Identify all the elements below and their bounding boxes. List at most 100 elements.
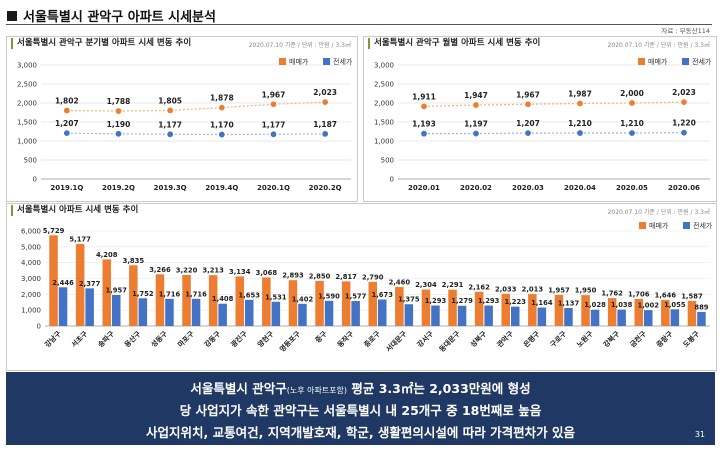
data-label: 1,190 <box>107 120 131 129</box>
x-tick-label: 2019.2Q <box>102 184 135 192</box>
data-point-jeonse <box>115 130 123 138</box>
data-label: 1,987 <box>568 89 592 98</box>
bar-jeonse <box>537 307 547 326</box>
bar-sale <box>75 244 85 326</box>
legend-sale-label: 매매가 <box>289 57 309 66</box>
legend-sale-label: 매매가 <box>648 57 668 66</box>
x-tick-label: 서대문구 <box>384 329 409 354</box>
series-line-sale <box>423 101 685 107</box>
data-label: 1,805 <box>158 96 182 105</box>
data-point-sale <box>218 104 226 112</box>
x-tick-label: 강서구 <box>415 329 435 349</box>
page-title: 서울특별시 관악구 아파트 시세분석 <box>7 6 216 25</box>
bar-sale-label: 2,304 <box>415 281 437 289</box>
bar-jeonse-label: 1,716 <box>159 290 181 298</box>
bar-sale <box>235 276 244 326</box>
data-point-sale <box>472 101 480 109</box>
bar-sale-label: 1,957 <box>548 287 570 295</box>
x-tick-label: 2019.4Q <box>205 184 238 192</box>
bar-jeonse <box>138 298 148 326</box>
bar-jeonse-label: 1,293 <box>425 297 447 305</box>
title-divider <box>6 24 712 25</box>
y-tick-label: 3,000 <box>374 62 394 70</box>
bar-jeonse <box>564 307 573 326</box>
quarterly-chart-title: 서울특별시 관악구 분기별 아파트 시세 변동 추이 <box>11 38 191 49</box>
bar-jeonse-label: 889 <box>694 303 708 311</box>
bar-jeonse <box>431 305 440 326</box>
bar-jeonse-label: 1,375 <box>398 296 420 304</box>
data-point-jeonse <box>628 129 636 137</box>
bar-jeonse <box>670 309 680 326</box>
data-label: 1,207 <box>55 119 79 128</box>
bar-sale-label: 3,213 <box>202 267 224 275</box>
quarterly-chart-panel: 서울특별시 관악구 분기별 아파트 시세 변동 추이 2020.07.10 기준… <box>6 36 358 202</box>
legend-jeonse-label: 전세가 <box>333 57 353 66</box>
y-tick-label: 6,000 <box>21 228 41 236</box>
data-point-jeonse <box>680 129 688 137</box>
y-tick-label: 4,000 <box>21 259 41 267</box>
data-point-jeonse <box>321 130 329 138</box>
bar-sale-label: 1,646 <box>655 291 677 299</box>
bar-jeonse <box>697 311 706 326</box>
y-tick-label: 1,000 <box>17 138 37 146</box>
x-tick-label: 성동구 <box>149 329 169 349</box>
x-tick-label: 2019.3Q <box>154 184 187 192</box>
bar-jeonse-label: 1,577 <box>345 293 367 301</box>
bar-sale-label: 5,177 <box>69 236 91 244</box>
x-tick-label: 2020.1Q <box>257 184 290 192</box>
x-tick-label: 영등포구 <box>278 329 303 354</box>
x-tick-label: 2020.2Q <box>309 184 342 192</box>
district-chart-title: 서울특별시 아파트 시세 변동 추이 <box>11 205 138 216</box>
data-point-sale <box>269 100 277 108</box>
monthly-chart-panel: 서울특별시 관악구 월별 아파트 시세 변동 추이 2020.07.10 기준 … <box>363 36 717 202</box>
bar-sale <box>661 299 670 326</box>
bar-jeonse <box>271 301 281 326</box>
x-tick-label: 송파구 <box>96 329 116 349</box>
bar-jeonse-label: 1,531 <box>265 293 287 301</box>
bar-sale <box>581 295 590 326</box>
y-tick-label: 2,500 <box>17 81 37 89</box>
legend-sale-swatch <box>638 58 645 65</box>
summary-line-1: 서울특별시 관악구(노후 아파트포함) 평균 3.3㎡는 2,033만원에 형성 <box>6 378 715 397</box>
data-label: 1,177 <box>158 120 182 129</box>
bar-sale-label: 1,762 <box>601 290 623 298</box>
legend-sale-label: 매매가 <box>649 221 669 230</box>
y-tick-label: 5,000 <box>21 243 41 251</box>
legend-sale-swatch <box>639 222 646 229</box>
data-point-jeonse <box>420 130 428 138</box>
x-tick-label: 강북구 <box>601 329 621 349</box>
x-tick-label: 강남구 <box>43 329 63 349</box>
bar-sale <box>208 275 218 326</box>
data-point-sale <box>321 98 329 106</box>
data-label: 1,220 <box>672 119 696 128</box>
bar-jeonse <box>58 287 68 326</box>
bar-sale <box>607 298 617 326</box>
data-point-jeonse <box>63 129 71 137</box>
bar-sale <box>395 287 404 326</box>
x-tick-label: 금천구 <box>628 329 648 349</box>
page-title-text: 서울특별시 관악구 아파트 시세분석 <box>23 10 216 25</box>
data-label: 1,788 <box>107 97 131 106</box>
x-tick-label: 마포구 <box>176 329 196 349</box>
bar-sale <box>554 295 564 326</box>
bar-jeonse <box>351 301 360 326</box>
bar-jeonse-label: 1,752 <box>132 290 154 298</box>
bar-sale-label: 3,220 <box>176 267 198 275</box>
bar-sale <box>182 275 191 326</box>
bar-sale <box>129 265 138 326</box>
x-tick-label: 도봉구 <box>682 329 702 349</box>
legend-jeonse-label: 전세가 <box>693 221 713 230</box>
bar-sale-label: 2,033 <box>495 285 517 293</box>
bar-sale-label: 3,134 <box>229 268 251 276</box>
source-note: 자료 : 부동산114 <box>661 27 710 35</box>
bar-jeonse-label: 1,137 <box>558 299 580 307</box>
bar-jeonse-label: 1,038 <box>611 301 633 309</box>
x-tick-label: 강동구 <box>202 329 222 349</box>
bar-sale-label: 2,013 <box>522 286 544 294</box>
data-point-jeonse <box>472 130 480 138</box>
data-point-sale <box>63 107 71 115</box>
x-tick-label: 2020.04 <box>564 184 596 192</box>
bar-jeonse-label: 1,590 <box>318 292 340 300</box>
data-label: 1,210 <box>620 119 644 128</box>
bar-sale-label: 3,266 <box>149 266 171 274</box>
